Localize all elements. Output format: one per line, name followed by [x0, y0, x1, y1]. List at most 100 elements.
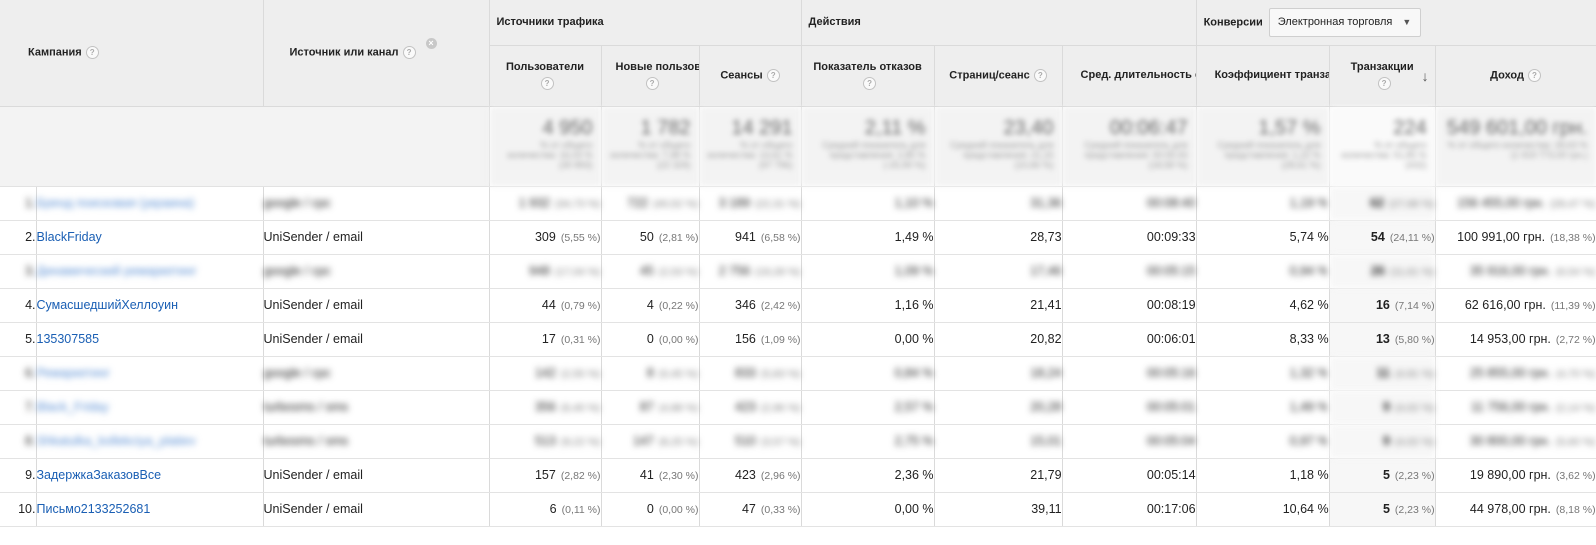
- conversion-type-select[interactable]: Электронная торговля ▼: [1268, 7, 1422, 37]
- column-header-transactions[interactable]: Транзакции? ↓: [1329, 45, 1436, 107]
- totals-sessions-note: % от общего количества: 14,61 % (97 796): [707, 139, 793, 170]
- campaign-link[interactable]: BlackFriday: [36, 230, 102, 244]
- column-header-sessions[interactable]: Сеансы?: [699, 45, 802, 107]
- column-header-pages-per-session[interactable]: Страниц/сеанс?: [934, 45, 1063, 107]
- campaign-link[interactable]: Письмо2133252681: [36, 502, 151, 516]
- new-users-percent: (2,81 %): [658, 232, 699, 244]
- totals-bounce-value: 2,11 %: [864, 116, 926, 139]
- column-header-bounce-rate[interactable]: Показатель отказов?: [801, 45, 935, 107]
- conversion-rate-cell: 1,32 %: [1196, 356, 1330, 391]
- campaign-link[interactable]: 135307585: [36, 332, 100, 346]
- sessions-value: 156: [735, 332, 756, 346]
- transactions-value: 9: [1382, 434, 1390, 448]
- users-cell: 356 (6,40 %): [489, 390, 602, 425]
- avg-duration-cell: 00:05:16: [1062, 356, 1197, 391]
- campaign-link[interactable]: Бренд поисковая (украина): [36, 196, 195, 210]
- analytics-report-table: Кампания? Источник или канал ? × Источники…: [0, 0, 1596, 527]
- row-number: 1.: [0, 186, 37, 221]
- sessions-value: 941: [735, 230, 756, 244]
- avg-duration-cell: 00:05:14: [1062, 458, 1197, 493]
- revenue-value: 19 890,00 грн.: [1469, 468, 1551, 482]
- campaign-cell: Shkatulka_kollekciya_platiev: [36, 424, 264, 459]
- avg-duration-cell: 00:08:19: [1062, 288, 1197, 323]
- users-value: 356: [534, 400, 556, 414]
- revenue-cell: 44 978,00 грн. (8,18 %): [1435, 492, 1596, 527]
- bounce-rate-cell: 1,10 %: [801, 186, 935, 221]
- users-value: 44: [541, 298, 556, 312]
- sessions-percent: (19,28 %): [755, 266, 801, 278]
- campaign-link[interactable]: СумасшедшийХеллоуин: [36, 298, 178, 312]
- bounce-rate-cell: 0,00 %: [801, 322, 935, 357]
- users-cell: 513 (9,22 %): [489, 424, 602, 459]
- campaign-link[interactable]: Динамический ремаркетинг: [36, 264, 197, 278]
- help-icon[interactable]: ?: [540, 77, 554, 91]
- users-percent: (2,82 %): [560, 470, 601, 482]
- totals-duration: 00:06:47 Средний показатель для представл…: [1062, 106, 1197, 187]
- help-icon[interactable]: ?: [645, 77, 659, 91]
- help-icon[interactable]: ?: [402, 46, 416, 60]
- campaign-link[interactable]: Ремаркетинг: [36, 366, 111, 380]
- sessions-value: 47: [741, 502, 756, 516]
- conversion-rate-cell: 0,94 %: [1196, 254, 1330, 289]
- row-number: 9.: [0, 458, 37, 493]
- transactions-value: 62: [1370, 196, 1385, 210]
- new-users-cell: 147 (8,25 %): [601, 424, 700, 459]
- help-icon[interactable]: ?: [1033, 69, 1047, 82]
- source-medium-cell: UniSender / email: [263, 322, 490, 357]
- revenue-cell: 30 800,00 грн. (5,60 %): [1435, 424, 1596, 459]
- sort-descending-icon[interactable]: ↓: [1421, 67, 1429, 84]
- help-icon[interactable]: ?: [1377, 77, 1391, 91]
- totals-new-users: 1 782% от общего количества: 7,98 % (22 …: [601, 106, 700, 187]
- revenue-percent: (2,14 %): [1555, 402, 1596, 414]
- sessions-value: 346: [735, 298, 756, 312]
- bounce-rate-cell: 0,84 %: [801, 356, 935, 391]
- transactions-cell: 5 (2,23 %): [1329, 492, 1436, 527]
- sessions-header-label: Сеансы: [720, 69, 763, 82]
- pages-per-session-cell: 28,73: [934, 220, 1063, 255]
- table-row: 5. 135307585 UniSender / email 17 (0,31 %…: [0, 322, 1596, 357]
- conversion-rate-cell: 1,18 %: [1196, 458, 1330, 493]
- help-icon[interactable]: ?: [1528, 69, 1541, 82]
- column-header-source[interactable]: Источник или канал ? ×: [263, 0, 490, 107]
- users-percent: (6,40 %): [560, 402, 601, 414]
- conv-rate-header-label: Коэффициент транзакций: [1214, 69, 1329, 81]
- pages-per-session-cell: 18,24: [934, 356, 1063, 391]
- table-row: 9. ЗадержкаЗаказовВсе UniSender / email …: [0, 458, 1596, 493]
- column-header-campaign[interactable]: Кампания?: [0, 0, 264, 107]
- row-number: 8.: [0, 424, 37, 459]
- campaign-link[interactable]: Black_Friday: [36, 400, 109, 414]
- revenue-cell: 35 916,00 грн. (6,54 %): [1435, 254, 1596, 289]
- column-header-avg-duration[interactable]: Сред. длительность сеанса?: [1062, 45, 1197, 107]
- bounce-rate-cell: 2,36 %: [801, 458, 935, 493]
- users-value: 1 932: [518, 196, 550, 210]
- users-percent: (5,55 %): [560, 232, 601, 244]
- column-header-conversion-rate[interactable]: Коэффициент транзакций?: [1196, 45, 1330, 107]
- remove-dimension-icon[interactable]: ×: [425, 38, 437, 50]
- new-users-header-label: Новые пользователи: [615, 60, 699, 73]
- table-row: 7. Black_Friday turbosms / sms 356 (6,40 …: [0, 390, 1596, 425]
- totals-pages-value: 23,40: [1003, 116, 1054, 139]
- sessions-value: 423: [735, 400, 756, 414]
- conversion-select-value: Электронная торговля: [1277, 15, 1393, 28]
- revenue-percent: (8,18 %): [1555, 504, 1596, 516]
- revenue-value: 30 800,00 грн.: [1469, 434, 1551, 448]
- pages-per-session-cell: 21,41: [934, 288, 1063, 323]
- column-header-revenue[interactable]: Доход?: [1435, 45, 1596, 107]
- campaign-cell: Black_Friday: [36, 390, 264, 425]
- column-header-users[interactable]: Пользователи?: [489, 45, 602, 107]
- revenue-percent: (5,60 %): [1555, 436, 1596, 448]
- transactions-percent: (4,02 %): [1394, 436, 1435, 448]
- help-icon[interactable]: ?: [85, 46, 99, 60]
- row-number: 2.: [0, 220, 37, 255]
- campaign-link[interactable]: ЗадержкаЗаказовВсе: [36, 468, 162, 482]
- revenue-header-label: Доход: [1490, 69, 1524, 82]
- pages-per-session-cell: 17,46: [934, 254, 1063, 289]
- help-icon[interactable]: ?: [766, 69, 780, 82]
- campaign-link[interactable]: Shkatulka_kollekciya_platiev: [36, 434, 196, 448]
- column-header-new-users[interactable]: Новые пользователи?: [601, 45, 700, 107]
- bounce-rate-cell: 2,57 %: [801, 390, 935, 425]
- help-icon[interactable]: ?: [863, 77, 877, 91]
- revenue-cell: 14 953,00 грн. (2,72 %): [1435, 322, 1596, 357]
- new-users-cell: 87 (4,88 %): [601, 390, 700, 425]
- sessions-percent: (22,31 %): [755, 198, 801, 210]
